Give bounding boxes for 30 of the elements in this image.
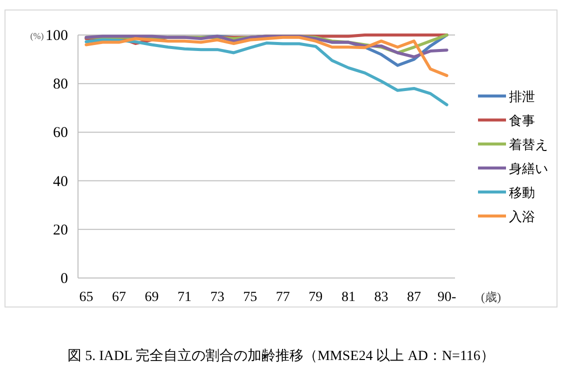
- x-tick-label: 71: [178, 290, 192, 305]
- y-tick-label: 0: [60, 271, 68, 287]
- legend-label: 食事: [509, 113, 535, 128]
- x-tick-label: 69: [144, 290, 159, 305]
- line-series: [84, 36, 448, 78]
- x-tick-label: 65: [79, 290, 94, 305]
- legend-label: 移動: [509, 185, 535, 200]
- y-axis-title: (%): [30, 31, 44, 41]
- x-tick-label: 81: [341, 290, 356, 305]
- y-tick-label: 60: [53, 125, 68, 142]
- line-series: [84, 38, 448, 106]
- legend-label: 身繕い: [509, 161, 548, 176]
- legend-label: 入浴: [509, 209, 535, 224]
- x-tick-label: 73: [210, 290, 224, 305]
- x-tick-label: 79: [308, 290, 323, 305]
- y-tick-label: 100: [46, 28, 68, 44]
- x-tick-label: 83: [374, 290, 388, 305]
- legend-label: 排泄: [509, 89, 535, 104]
- x-tick-label: 90-: [437, 290, 456, 305]
- x-tick-label: 67: [112, 290, 126, 305]
- x-tick-label: 77: [276, 290, 290, 305]
- line-series: [84, 34, 448, 58]
- x-tick-label: 75: [243, 290, 258, 305]
- x-axis-title: (歳): [481, 290, 501, 304]
- y-tick-label: 40: [53, 174, 68, 190]
- legend-label: 着替え: [509, 137, 548, 152]
- y-tick-label: 80: [53, 76, 68, 93]
- caption: 図 5. IADL 完全自立の割合の加齢推移（MMSE24 以上 AD：N=116）: [68, 348, 494, 364]
- x-tick-label: 87: [407, 290, 422, 305]
- y-tick-label: 20: [53, 222, 68, 238]
